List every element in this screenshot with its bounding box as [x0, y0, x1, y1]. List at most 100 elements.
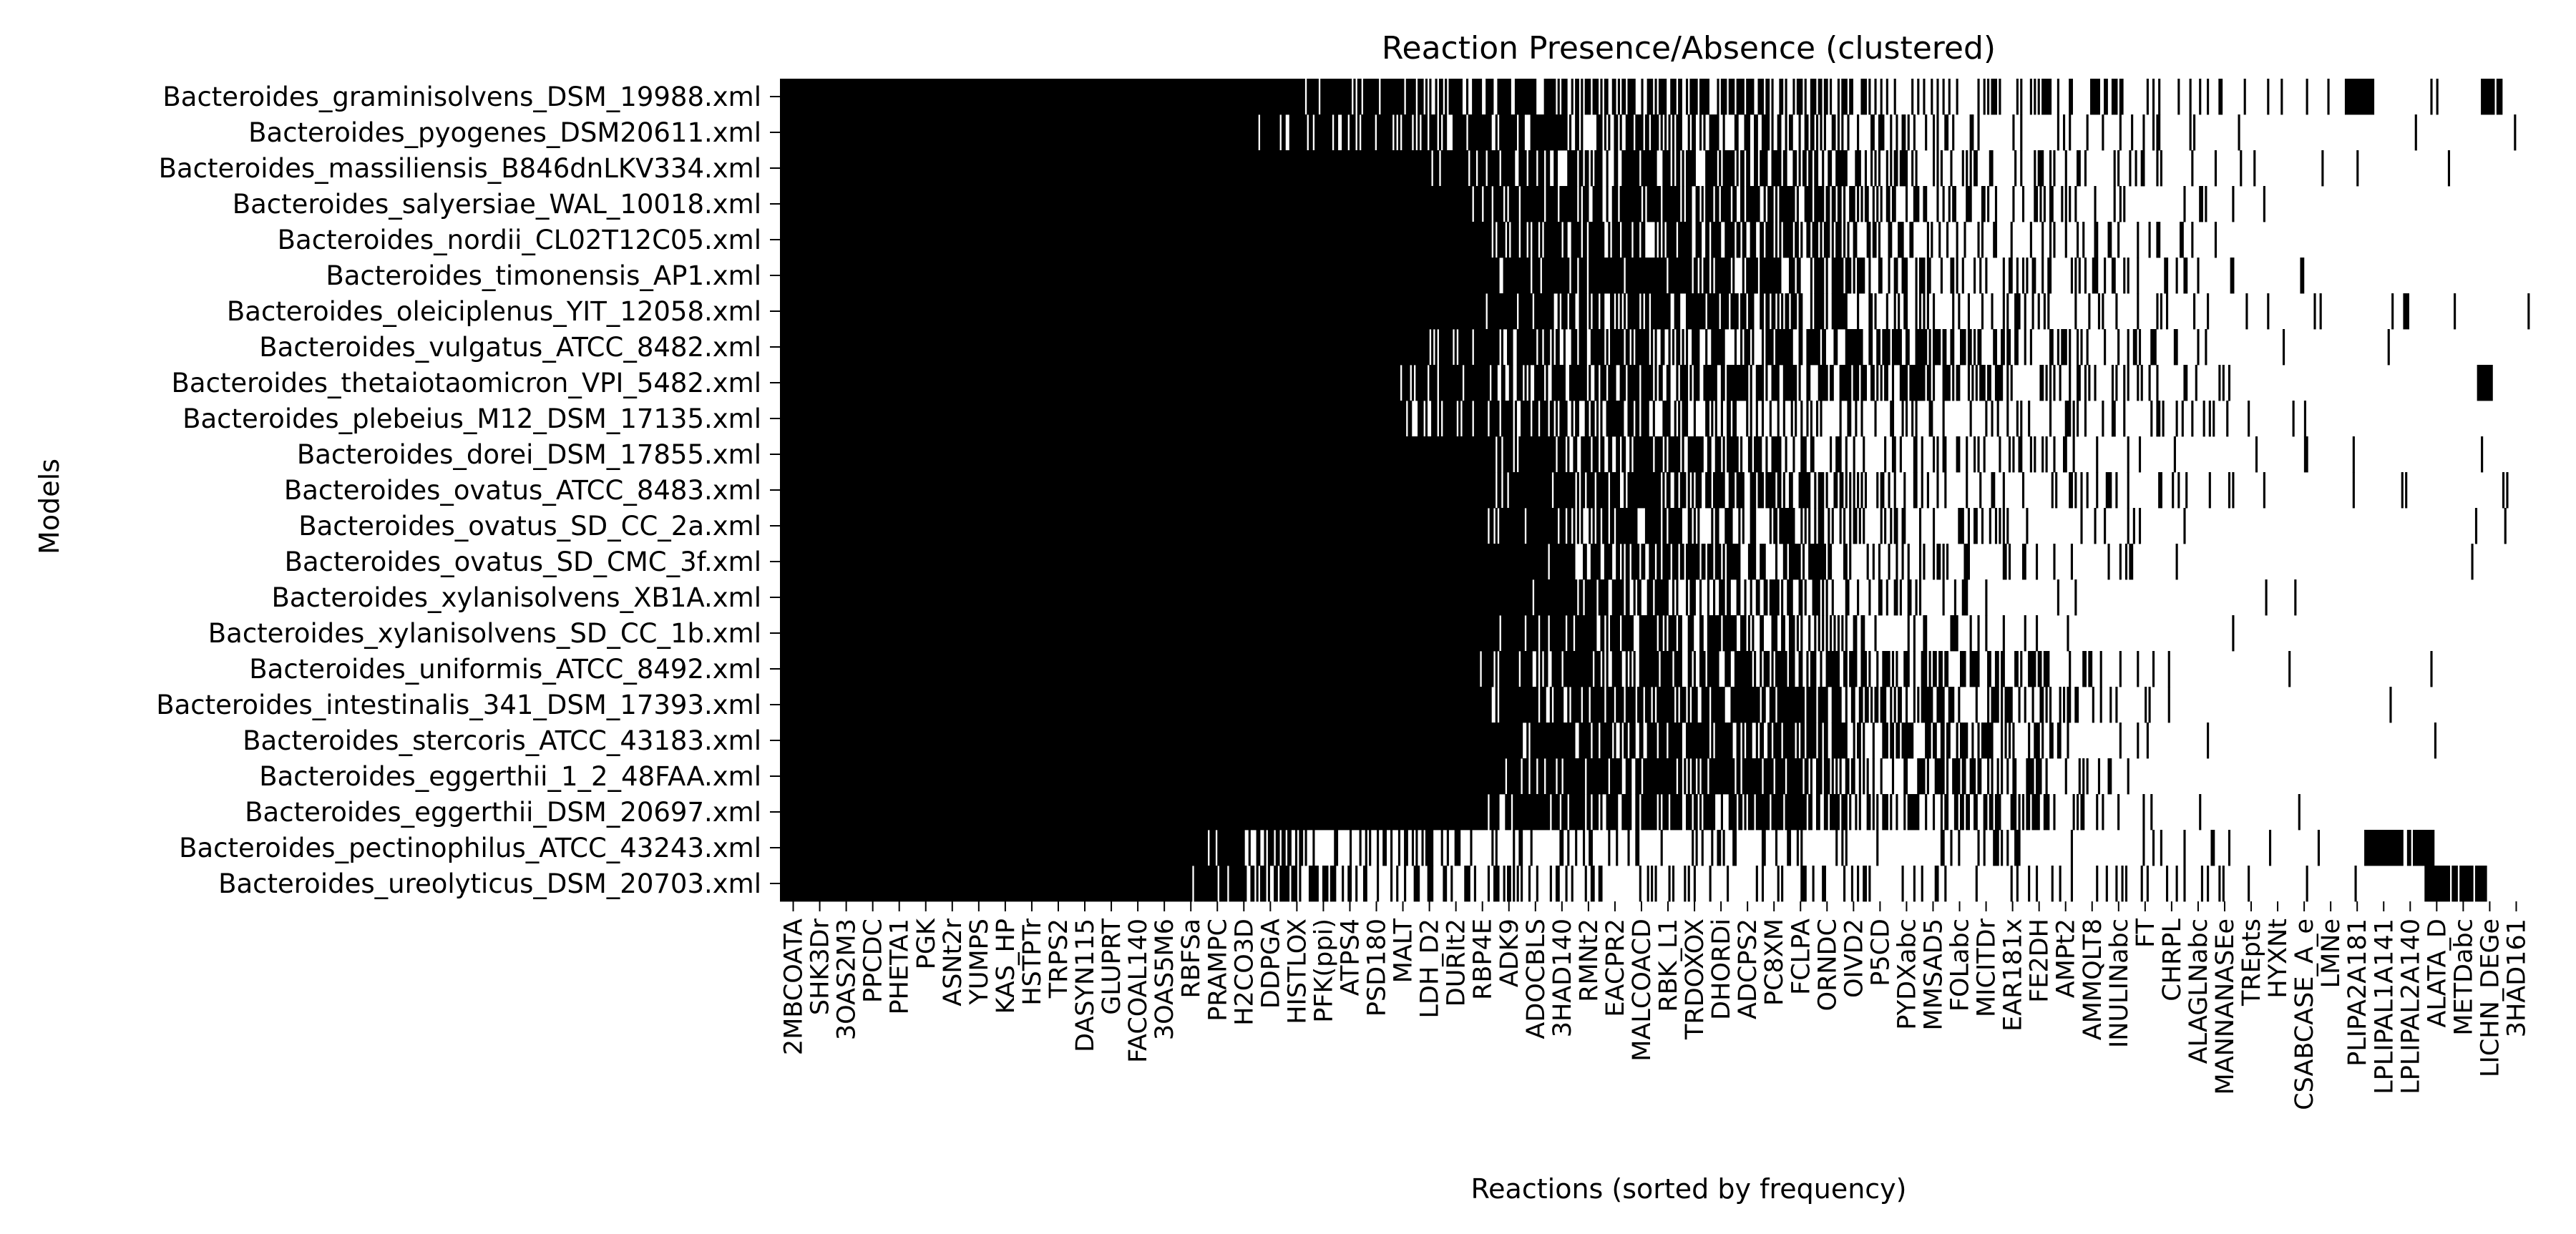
heatmap-cell-run [1390, 866, 1393, 902]
heatmap-cell-run [1760, 723, 1765, 759]
heatmap-cell-run [2228, 472, 2231, 509]
heatmap-cell-run [1334, 114, 1339, 151]
heatmap-cell-run [1674, 401, 1677, 437]
heatmap-cell-run [1727, 544, 1741, 580]
heatmap-cell-run [1518, 114, 1525, 151]
heatmap-cell-run [1921, 651, 1928, 687]
heatmap-cell-run [1651, 114, 1659, 151]
heatmap-cell-run [2067, 723, 2069, 759]
heatmap-cell-run [1736, 472, 1745, 509]
heatmap-cell-run [1812, 579, 1820, 616]
heatmap-cell-run [1641, 794, 1657, 831]
heatmap-cell-run [1891, 329, 1902, 366]
heatmap-cell-run [1658, 794, 1662, 831]
heatmap-cell-run [1932, 365, 1936, 401]
heatmap-cell-run [1987, 186, 1990, 222]
heatmap-cell-run [2389, 687, 2392, 723]
heatmap-cell-run [2084, 258, 2087, 294]
heatmap-cell-run [2413, 830, 2435, 866]
heatmap-cell-run [2232, 472, 2235, 509]
heatmap-cell-run [2107, 758, 2112, 795]
heatmap-cell-run [1611, 651, 1622, 687]
heatmap-cell-run [1885, 79, 1888, 115]
heatmap-cell-run [1567, 508, 1572, 544]
heatmap-cell-run [1440, 150, 1469, 187]
heatmap-cell-run [2107, 222, 2112, 258]
heatmap-cell-run [1377, 830, 1380, 866]
heatmap-cell-run [1693, 866, 1696, 902]
heatmap-cell-run [1891, 365, 1895, 401]
heatmap-cell-run [1429, 114, 1438, 151]
heatmap-cell-run [1507, 758, 1521, 795]
heatmap-cell-run [1604, 544, 1613, 580]
heatmap-cell-run [1913, 687, 1916, 723]
heatmap-cell-run [2142, 114, 2145, 151]
x-tick-label: PFK(ppi) [1309, 919, 1338, 1023]
heatmap-cell-run [1763, 579, 1768, 616]
heatmap-cell-run [1499, 651, 1519, 687]
heatmap-cell-run [1598, 866, 1603, 902]
heatmap-cell-run [1901, 401, 1904, 437]
heatmap-cell-run [1579, 258, 1587, 294]
heatmap-cell-run [1893, 687, 1896, 723]
heatmap-cell-run [2454, 293, 2457, 330]
heatmap-cell-run [2121, 866, 2124, 902]
heatmap-cell-run [1418, 114, 1420, 151]
heatmap-cell-run [2053, 365, 2056, 401]
heatmap-cell-run [2164, 258, 2169, 294]
heatmap-cell-run [1724, 651, 1731, 687]
heatmap-cell-run [1589, 508, 1591, 544]
heatmap-cell-run [1860, 472, 1863, 509]
heatmap-cell-run [1579, 723, 1591, 759]
heatmap-cell-run [1882, 651, 1890, 687]
heatmap-cell-run [1923, 544, 1926, 580]
heatmap-cell-run [1720, 401, 1723, 437]
heatmap-cell-run [2162, 401, 2165, 437]
heatmap-cell-run [2104, 329, 2107, 366]
heatmap-cell-run [1592, 79, 1599, 115]
heatmap-cell-run [1705, 222, 1709, 258]
heatmap-cell-run [2232, 615, 2235, 652]
heatmap-cell-run [1610, 615, 1620, 652]
heatmap-cell-run [2303, 436, 2308, 473]
heatmap-cell-run [2043, 186, 2046, 222]
heatmap-cell-run [1755, 579, 1760, 616]
heatmap-cell-run [2391, 293, 2394, 330]
heatmap-cell-run [1685, 723, 1709, 759]
heatmap-cell-run [1433, 150, 1440, 187]
heatmap-cell-run [1485, 79, 1494, 115]
x-tick-label: ADCPS2 [1734, 919, 1762, 1019]
heatmap-cell-run [1528, 150, 1537, 187]
heatmap-cell-run [1746, 401, 1749, 437]
heatmap-cell-run [1890, 114, 1893, 151]
heatmap-cell-run [1499, 687, 1538, 723]
heatmap-cell-run [1711, 329, 1725, 366]
heatmap-cell-run [1540, 222, 1543, 258]
heatmap-cell-run [2057, 79, 2059, 115]
heatmap-cell-run [1538, 150, 1545, 187]
x-axis-label: Reactions (sorted by frequency) [1470, 1173, 1906, 1205]
heatmap-cell-run [1961, 758, 1966, 795]
heatmap-cell-run [1662, 222, 1665, 258]
heatmap-cell-run [1567, 436, 1570, 473]
heatmap-cell-run [1501, 615, 1525, 652]
heatmap-cell-run [1660, 114, 1663, 151]
heatmap-cell-run [1435, 79, 1438, 115]
heatmap-cell-run [1643, 758, 1677, 795]
heatmap-cell-run [1818, 508, 1825, 544]
heatmap-cell-run [1687, 687, 1690, 723]
heatmap-cell-run [1421, 830, 1424, 866]
heatmap-cell-run [2028, 866, 2031, 902]
heatmap-cell-run [1785, 293, 1790, 330]
heatmap-cell-run [1275, 830, 1280, 866]
heatmap-cell-run [1841, 114, 1844, 151]
heatmap-cell-run [2041, 222, 2044, 258]
heatmap-cell-run [2029, 329, 2032, 366]
x-tick-label: ORNDC [1813, 919, 1842, 1011]
heatmap-cell-run [1870, 365, 1875, 401]
heatmap-cell-run [1823, 222, 1830, 258]
heatmap-cell-run [2031, 258, 2036, 294]
heatmap-cell-run [1495, 114, 1498, 151]
heatmap-cell-run [2152, 114, 2155, 151]
heatmap-cell-run [1610, 758, 1622, 795]
